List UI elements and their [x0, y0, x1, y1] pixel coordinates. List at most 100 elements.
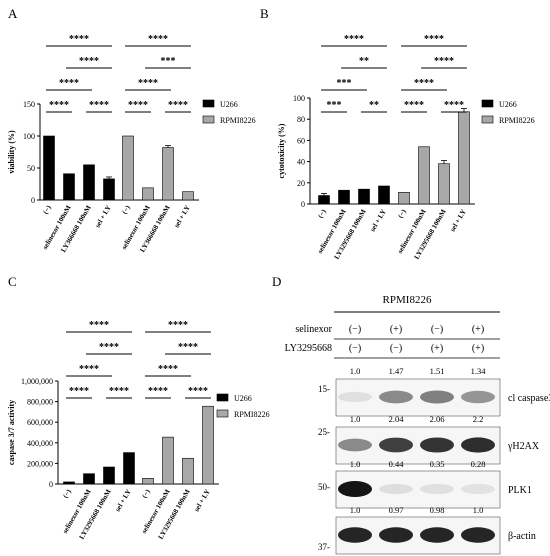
- category-label: sel + LY: [193, 488, 212, 513]
- treatment-label: LY3295668: [285, 343, 332, 354]
- significance-label: ****: [188, 386, 208, 397]
- significance-label: ****: [79, 56, 99, 67]
- bar-u266: [123, 452, 135, 485]
- cell-line-label: RPMI8226: [383, 294, 432, 306]
- bar-u266: [83, 164, 95, 201]
- bar-rpmi8226: [162, 147, 174, 201]
- y-tick-label: 100: [23, 132, 35, 141]
- band-quant-value: 1.0: [350, 414, 361, 424]
- bar-rpmi8226: [142, 187, 154, 201]
- category-label: (−): [140, 487, 152, 499]
- significance-label: ****: [49, 100, 69, 111]
- band-quant-value: 2.2: [473, 414, 484, 424]
- y-tick-label: 50: [27, 164, 35, 173]
- category-label: sel + LY: [114, 488, 133, 513]
- y-axis-label: viability (%): [7, 130, 16, 174]
- legend-label-u266: U266: [234, 394, 252, 403]
- bar-rpmi8226: [398, 192, 410, 205]
- y-tick-label: 80: [297, 115, 305, 124]
- category-label: sel + LY: [173, 204, 192, 229]
- bar-rpmi8226: [202, 405, 214, 485]
- legend-label-rpmi8226: RPMI8226: [220, 116, 256, 125]
- significance-label: ****: [414, 78, 434, 89]
- bar-u266: [338, 189, 350, 205]
- treatment-value: (−): [390, 343, 402, 354]
- treatment-value: (−): [349, 324, 361, 335]
- legend-swatch-rpmi8226: [202, 115, 215, 124]
- bar-u266: [318, 195, 330, 205]
- panel-letter-d: D: [272, 274, 281, 289]
- significance-label: ***: [327, 100, 342, 111]
- bar-rpmi8226: [182, 457, 194, 485]
- y-tick-label: 0: [301, 200, 305, 209]
- significance-label: ****: [59, 78, 79, 89]
- significance-label: ****: [79, 364, 99, 375]
- size-marker: 15-: [318, 384, 330, 394]
- significance-label: ****: [158, 364, 178, 375]
- significance-label: ****: [424, 34, 444, 45]
- bar-u266: [63, 481, 75, 485]
- bar-u266: [358, 188, 370, 205]
- band-quant-value: 1.51: [430, 366, 445, 376]
- band-quant-value: 2.06: [430, 414, 445, 424]
- category-label: sel + LY: [449, 208, 468, 233]
- protein-band: [461, 437, 495, 453]
- treatment-value: (+): [431, 343, 443, 354]
- bar-rpmi8226: [458, 111, 470, 205]
- bar-u266: [103, 466, 115, 485]
- band-quant-value: 0.44: [389, 459, 405, 469]
- treatment-value: (−): [431, 324, 443, 335]
- band-name-label: β-actin: [508, 531, 536, 542]
- protein-band: [379, 527, 413, 543]
- significance-label: ***: [161, 56, 176, 67]
- significance-label: ****: [138, 78, 158, 89]
- protein-band: [461, 483, 495, 495]
- band-quant-value: 0.28: [471, 459, 486, 469]
- y-axis-label: caspase 3/7 activity: [7, 400, 16, 465]
- band-quant-value: 1.0: [350, 505, 361, 515]
- band-quant-value: 1.0: [350, 459, 361, 469]
- protein-band: [338, 527, 372, 543]
- significance-label: ****: [444, 100, 464, 111]
- bar-u266: [103, 178, 115, 201]
- bar-rpmi8226: [418, 146, 430, 205]
- category-label: (−): [61, 487, 73, 499]
- significance-label: ****: [404, 100, 424, 111]
- protein-band: [379, 483, 413, 495]
- panel-letter-c: C: [8, 274, 17, 289]
- band-quant-value: 0.35: [430, 459, 445, 469]
- category-label: (−): [41, 203, 53, 215]
- panel-letter-a: A: [8, 6, 18, 21]
- category-label: (−): [316, 207, 328, 219]
- panel-letter-b: B: [260, 6, 269, 21]
- significance-label: ****: [128, 100, 148, 111]
- size-marker: 37-: [318, 542, 330, 552]
- significance-label: ****: [69, 386, 89, 397]
- significance-label: ****: [99, 342, 119, 353]
- legend-swatch-u266: [481, 99, 494, 108]
- treatment-label: selinexor: [295, 324, 332, 335]
- category-label: sel + LY: [369, 208, 388, 233]
- legend-swatch-rpmi8226: [481, 115, 494, 124]
- bar-rpmi8226: [142, 478, 154, 485]
- y-tick-label: 60: [297, 136, 305, 145]
- y-tick-label: 600,000: [27, 418, 53, 427]
- size-marker: 25-: [318, 427, 330, 437]
- protein-band: [379, 437, 413, 453]
- category-label: (−): [396, 207, 408, 219]
- y-tick-label: 20: [297, 179, 305, 188]
- treatment-value: (+): [390, 324, 402, 335]
- protein-band: [338, 391, 372, 403]
- band-quant-value: 0.97: [389, 505, 404, 515]
- significance-label: ****: [344, 34, 364, 45]
- significance-label: ****: [69, 34, 89, 45]
- significance-label: ****: [168, 320, 188, 331]
- significance-label: ****: [148, 386, 168, 397]
- bar-u266: [43, 135, 55, 201]
- y-tick-label: 100: [293, 94, 305, 103]
- y-tick-label: 150: [23, 100, 35, 109]
- legend-label-rpmi8226: RPMI8226: [499, 116, 535, 125]
- protein-band: [420, 527, 454, 543]
